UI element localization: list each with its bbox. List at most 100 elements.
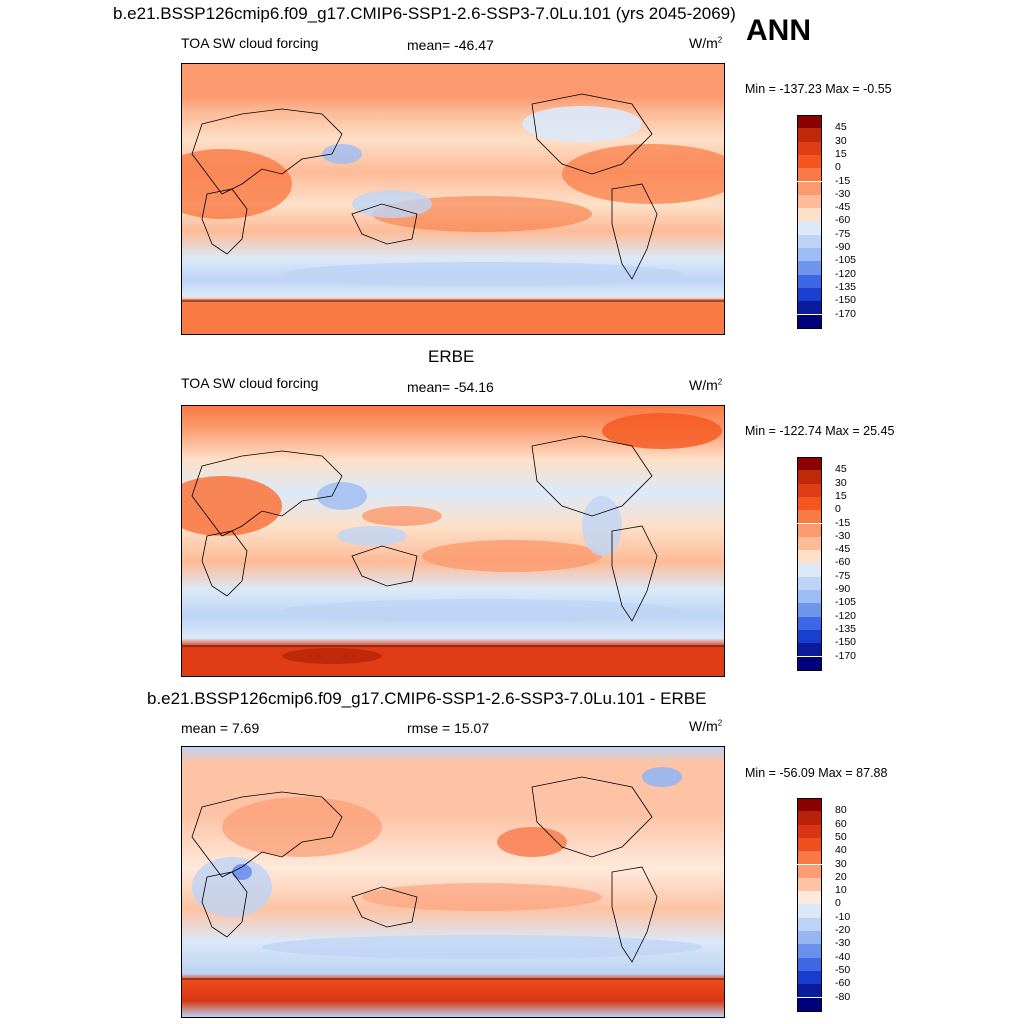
colorbar-swatch	[797, 917, 822, 931]
colorbar-label: 40	[835, 844, 847, 857]
colorbar-swatch	[797, 904, 822, 918]
panel2-mean: mean= -54.16	[407, 379, 494, 395]
colorbar-swatch	[797, 314, 822, 329]
panel1-units: W/m2	[689, 35, 722, 51]
colorbar-swatch	[797, 864, 822, 878]
colorbar-label: -20	[835, 924, 851, 936]
colorbar-swatch	[797, 931, 822, 945]
colorbar-label: -105	[835, 254, 857, 267]
colorbar-label: 30	[835, 476, 847, 489]
colorbar-label: -80	[835, 990, 851, 1003]
colorbar-label: -15	[835, 516, 851, 529]
colorbar-swatch	[797, 957, 822, 971]
colorbar-swatch	[797, 483, 822, 497]
colorbar-label: -60	[835, 556, 851, 569]
colorbar-label: -170	[835, 649, 857, 662]
panel2-field	[182, 406, 724, 676]
panel1-units-text: W/m	[689, 35, 718, 51]
colorbar-swatch	[797, 287, 822, 302]
panel3-colorbar: 80 60 50 40 30 20 10 0 -10 -20 -30 -40 -50 -60 -80	[797, 798, 857, 1012]
colorbar-label: -120	[835, 267, 857, 280]
colorbar-label: -75	[835, 569, 851, 582]
colorbar-swatch	[797, 457, 822, 472]
colorbar-swatch	[797, 523, 822, 537]
colorbar-label: -30	[835, 187, 851, 200]
colorbar-swatch	[797, 576, 822, 590]
colorbar-swatch	[797, 141, 822, 155]
colorbar-swatch	[797, 811, 822, 825]
panel1-colorbar: 45 30 15 0 -15 -30 -45 -60 -75 -90 -105 -120 -135 -15…	[797, 115, 857, 329]
panel2-units-sup: 2	[717, 377, 723, 387]
colorbar-swatch	[797, 798, 822, 813]
colorbar-swatch	[797, 984, 822, 998]
colorbar-label: -40	[835, 950, 851, 963]
colorbar-swatch	[797, 234, 822, 248]
panel2-map	[181, 405, 725, 677]
colorbar-swatch	[797, 128, 822, 142]
colorbar-swatch	[797, 837, 822, 852]
colorbar-label: -75	[835, 227, 851, 240]
colorbar-label: -15	[835, 174, 851, 187]
colorbar-label: -30	[835, 937, 851, 950]
colorbar-swatch	[797, 301, 822, 315]
colorbar-swatch	[797, 115, 822, 130]
colorbar-label: -60	[835, 214, 851, 227]
colorbar-swatch	[797, 248, 822, 262]
colorbar-swatch	[797, 944, 822, 958]
panel3-title: b.e21.BSSP126cmip6.f09_g17.CMIP6-SSP1-2.…	[147, 689, 707, 708]
colorbar-swatch	[797, 274, 822, 288]
panel3-field	[182, 747, 724, 1017]
colorbar-swatch	[797, 470, 822, 484]
colorbar-label: 30	[835, 134, 847, 147]
panel1-units-sup: 2	[717, 35, 723, 45]
colorbar-label: -45	[835, 201, 851, 214]
colorbar-label: -60	[835, 977, 851, 990]
panel2-units-text: W/m	[689, 377, 718, 393]
colorbar-label: 10	[835, 884, 847, 897]
colorbar-label: -170	[835, 307, 857, 320]
panel2-units: W/m2	[689, 377, 722, 393]
colorbar-swatch	[797, 616, 822, 630]
colorbar-swatch	[797, 603, 822, 617]
colorbar-swatch	[797, 997, 822, 1012]
panel1-map	[181, 63, 725, 335]
colorbar-swatch	[797, 221, 822, 235]
colorbar-label: 0	[835, 503, 841, 516]
colorbar-swatch	[797, 194, 822, 209]
colorbar-swatch	[797, 643, 822, 657]
colorbar-label: -90	[835, 583, 851, 595]
colorbar-label: -120	[835, 609, 857, 622]
colorbar-label: 45	[835, 463, 847, 476]
panel3-minmax: Min = -56.09 Max = 87.88	[745, 766, 888, 780]
colorbar-label: -90	[835, 241, 851, 253]
colorbar-label: -105	[835, 596, 857, 609]
colorbar-label: 60	[835, 817, 847, 830]
colorbar-label: 20	[835, 870, 847, 883]
season-label: ANN	[746, 14, 811, 47]
colorbar-swatch	[797, 536, 822, 551]
panel2-minmax: Min = -122.74 Max = 25.45	[745, 424, 895, 438]
colorbar-swatch	[797, 590, 822, 604]
colorbar-label: -150	[835, 636, 857, 649]
colorbar-label: 45	[835, 121, 847, 134]
panel3-map	[181, 746, 725, 1018]
colorbar-label: -45	[835, 543, 851, 556]
colorbar-swatch	[797, 629, 822, 644]
colorbar-swatch	[797, 877, 822, 892]
panel1-field	[182, 64, 724, 334]
colorbar-label: 0	[835, 897, 841, 910]
colorbar-label: 0	[835, 161, 841, 174]
panel2-title: ERBE	[428, 347, 475, 366]
colorbar-label: 15	[835, 489, 847, 502]
colorbar-label: -150	[835, 294, 857, 307]
colorbar-label: -135	[835, 622, 857, 635]
colorbar-swatch	[797, 851, 822, 865]
colorbar-swatch	[797, 550, 822, 564]
colorbar-swatch	[797, 824, 822, 838]
colorbar-swatch	[797, 168, 822, 182]
panel3-units-sup: 2	[717, 718, 723, 728]
colorbar-label: 80	[835, 804, 847, 817]
colorbar-label: 30	[835, 857, 847, 870]
colorbar-swatch	[797, 563, 822, 577]
panel3-rmse: rmse = 15.07	[407, 720, 490, 736]
